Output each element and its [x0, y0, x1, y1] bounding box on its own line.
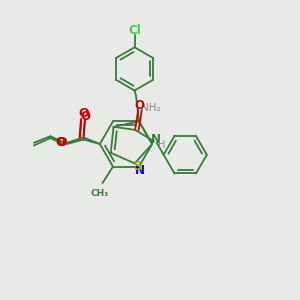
Text: O: O [56, 136, 67, 149]
Text: O: O [80, 110, 90, 123]
Text: O: O [135, 99, 145, 112]
Text: N: N [135, 164, 145, 177]
Text: O: O [56, 136, 65, 149]
Text: N: N [151, 133, 161, 146]
Text: S: S [133, 160, 141, 173]
Text: CH₃: CH₃ [91, 188, 109, 197]
Text: NH₂: NH₂ [141, 103, 160, 113]
Text: O: O [78, 107, 89, 120]
Text: Cl: Cl [128, 24, 141, 37]
Text: H: H [158, 140, 165, 150]
